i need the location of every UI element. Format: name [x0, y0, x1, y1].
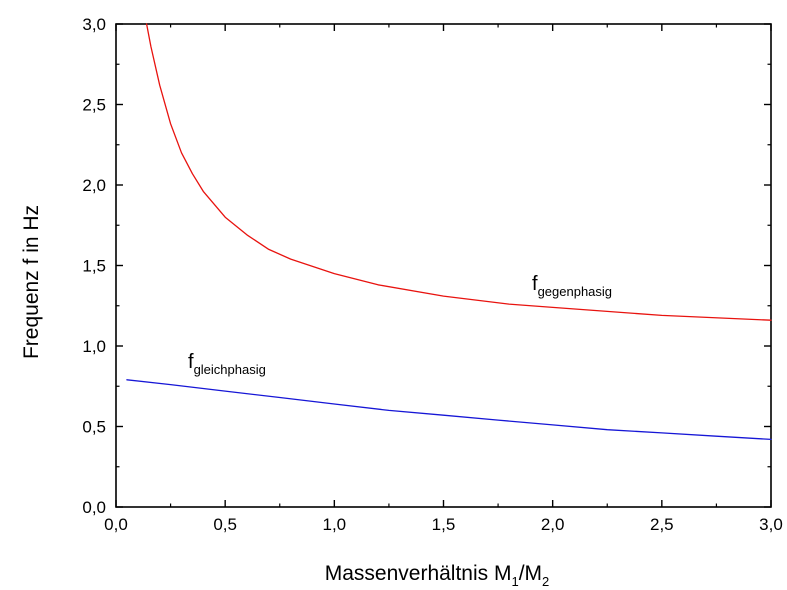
x-tick-label: 2,0 — [541, 515, 565, 534]
x-tick-label: 1,5 — [432, 515, 456, 534]
x-tick-label: 2,5 — [650, 515, 674, 534]
x-axis-title-sub1: 1 — [511, 574, 518, 589]
x-tick-label: 3,0 — [759, 515, 783, 534]
x-axis-title-sub2: 2 — [542, 574, 549, 589]
ticks-group: 0,0 0,5 1,0 1,5 2,0 2,5 3,0 0,0 0,5 1,0 1,5 2,0 2,5 3… — [82, 15, 782, 534]
y-tick-label: 3,0 — [82, 15, 106, 34]
y-tick-label: 2,0 — [82, 176, 106, 195]
y-tick-label: 0,5 — [82, 418, 106, 437]
plot-frame-group — [115, 23, 772, 508]
y-tick-label: 1,0 — [82, 337, 106, 356]
series-label-gleichphasig: fgleichphasig — [188, 351, 266, 377]
x-tick-label: 0,5 — [213, 515, 237, 534]
series-label-gegenphasig-base: f — [532, 273, 538, 295]
x-axis-title-main: Massenverhältnis M — [325, 562, 512, 585]
y-axis-title: Frequenz f in Hz — [20, 205, 43, 359]
y-tick-label: 0,0 — [82, 498, 106, 517]
x-tick-label: 0,0 — [104, 515, 128, 534]
y-tick-label: 1,5 — [82, 257, 106, 276]
x-axis-title: Massenverhältnis M1/M2 — [325, 562, 550, 589]
series-group — [126, 23, 772, 441]
series-line-gegenphasig — [145, 23, 772, 321]
series-label-gleichphasig-sub: gleichphasig — [194, 362, 266, 377]
series-label-gegenphasig: fgegenphasig — [532, 273, 612, 299]
series-label-gegenphasig-sub: gegenphasig — [538, 284, 612, 299]
plot-frame — [115, 23, 772, 508]
x-axis-title-mid: /M — [519, 562, 542, 585]
x-tick-label: 1,0 — [323, 515, 347, 534]
y-tick-label: 2,5 — [82, 96, 106, 115]
series-label-gleichphasig-base: f — [188, 351, 194, 373]
series-line-gleichphasig — [126, 379, 772, 441]
